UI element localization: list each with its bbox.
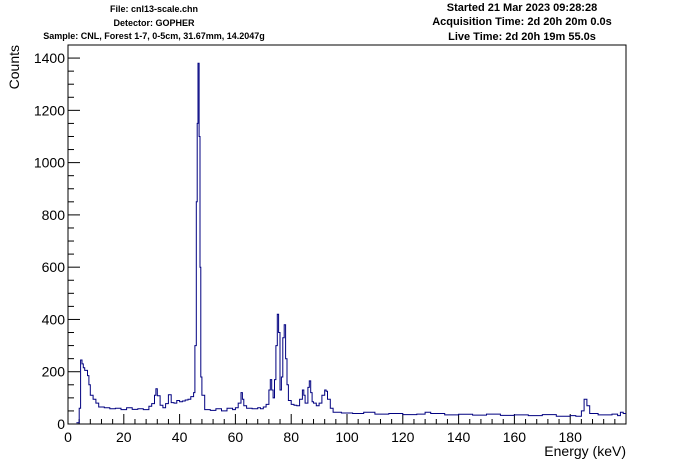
x-tick-label: 60 [228, 429, 244, 445]
detector-label: Detector: GOPHER [113, 18, 195, 28]
y-tick-label: 1200 [34, 102, 65, 118]
y-tick-label: 1000 [34, 155, 65, 171]
x-tick-label: 100 [335, 429, 359, 445]
x-tick-label: 20 [116, 429, 132, 445]
x-tick-label: 0 [64, 429, 72, 445]
started-label: Started 21 Mar 2023 09:28:28 [446, 2, 598, 14]
x-tick-label: 120 [391, 429, 415, 445]
y-tick-label: 400 [42, 311, 66, 327]
live-time-label: Live Time: 2d 20h 19m 55.0s [448, 31, 596, 43]
x-tick-label: 80 [283, 429, 299, 445]
spectrum-series-line [76, 62, 626, 424]
y-tick-label: 200 [42, 364, 66, 380]
x-tick-label: 40 [172, 429, 188, 445]
x-tick-label: 160 [503, 429, 527, 445]
x-tick-label: 140 [447, 429, 471, 445]
sample-label: Sample: CNL, Forest 1-7, 0-5cm, 31.67mm,… [43, 31, 265, 41]
file-name-label: File: cnl13-scale.chn [109, 4, 199, 14]
y-axis-label: Counts [6, 45, 22, 89]
y-tick-label: 1400 [34, 50, 65, 66]
acquisition-time-label: Acquisition Time: 2d 20h 20m 0.0s [432, 16, 612, 28]
x-axis-label: Energy (keV) [544, 443, 626, 459]
x-tick-label: 180 [559, 429, 583, 445]
plot-frame [67, 44, 627, 425]
y-tick-label: 600 [42, 259, 66, 275]
y-tick-label: 0 [57, 416, 65, 432]
y-tick-label: 800 [42, 207, 66, 223]
